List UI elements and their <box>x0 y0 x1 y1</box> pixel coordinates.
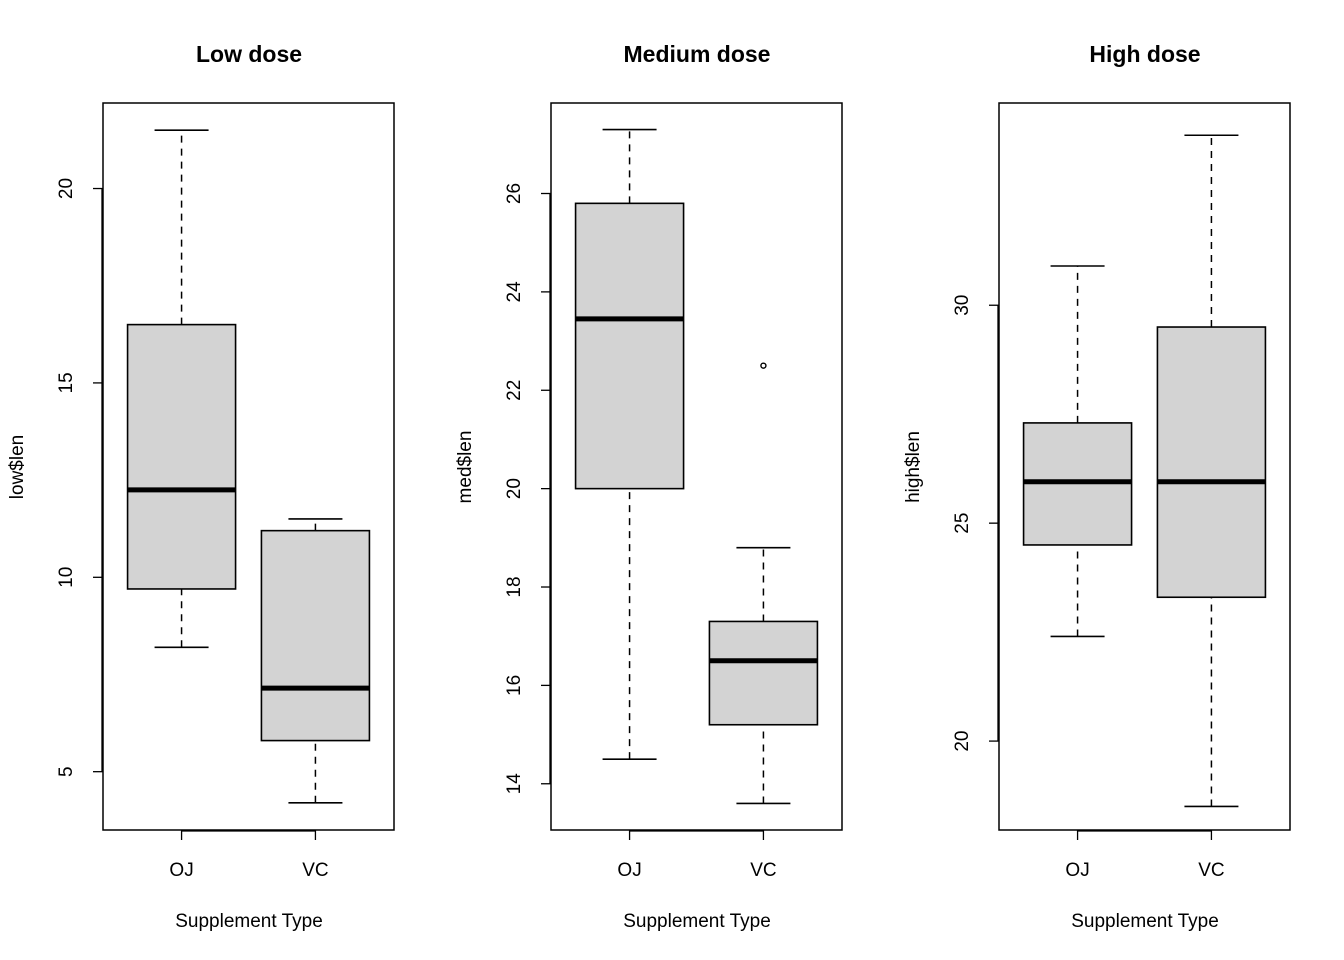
x-axis-label: Supplement Type <box>623 911 771 932</box>
panel-medium-dose: Medium dose 14 16 18 20 22 24 26 OJ VC Supplemen… <box>455 41 843 932</box>
y-tick-label: 20 <box>504 478 525 499</box>
plot-marks: 14 16 18 20 22 24 26 OJ VC <box>504 128 819 881</box>
plot-marks: 5 10 15 20 OJ VC <box>56 129 371 881</box>
y-tick-label: 20 <box>56 178 77 199</box>
plot-frame <box>102 102 395 831</box>
panel-title: High dose <box>1089 41 1200 67</box>
y-tick-label: 20 <box>952 731 973 752</box>
y-tick-label: 18 <box>504 576 525 597</box>
panel-high-dose: High dose 20 25 30 OJ VC Supplement Type hig… <box>903 41 1291 932</box>
iqr-box <box>574 202 685 490</box>
x-tick-label: OJ <box>169 860 193 881</box>
y-tick-label: 22 <box>504 380 525 401</box>
y-tick-label: 15 <box>56 372 77 393</box>
y-tick-label: 25 <box>952 513 973 534</box>
plot-frame <box>998 102 1291 831</box>
x-axis-label: Supplement Type <box>1071 911 1219 932</box>
x-axis-label: Supplement Type <box>175 911 323 932</box>
iqr-box <box>1156 326 1267 599</box>
y-axis-label: med$len <box>455 431 476 504</box>
iqr-box <box>708 620 819 726</box>
x-tick-label: OJ <box>617 860 641 881</box>
y-tick-label: 30 <box>952 295 973 316</box>
x-tick-label: VC <box>1198 860 1224 881</box>
plot-frame <box>550 102 843 831</box>
panel-title: Medium dose <box>624 41 771 67</box>
y-axis-label: high$len <box>903 431 924 503</box>
plot-marks: 20 25 30 OJ VC <box>952 134 1267 881</box>
x-tick-label: OJ <box>1065 860 1089 881</box>
y-tick-label: 16 <box>504 675 525 696</box>
outlier-point <box>760 362 767 369</box>
y-tick-label: 14 <box>504 773 525 795</box>
y-tick-label: 26 <box>504 183 525 204</box>
iqr-box <box>260 529 371 742</box>
y-axis-label: low$len <box>7 435 28 499</box>
x-tick-label: VC <box>750 860 776 881</box>
y-tick-label: 5 <box>56 766 77 777</box>
y-tick-label: 24 <box>504 281 525 303</box>
panel-title: Low dose <box>196 41 302 67</box>
iqr-box <box>126 323 237 590</box>
y-tick-label: 10 <box>56 567 77 588</box>
x-tick-label: VC <box>302 860 328 881</box>
panel-low-dose: Low dose 5 10 15 20 OJ VC Supplement Type low… <box>7 41 395 932</box>
